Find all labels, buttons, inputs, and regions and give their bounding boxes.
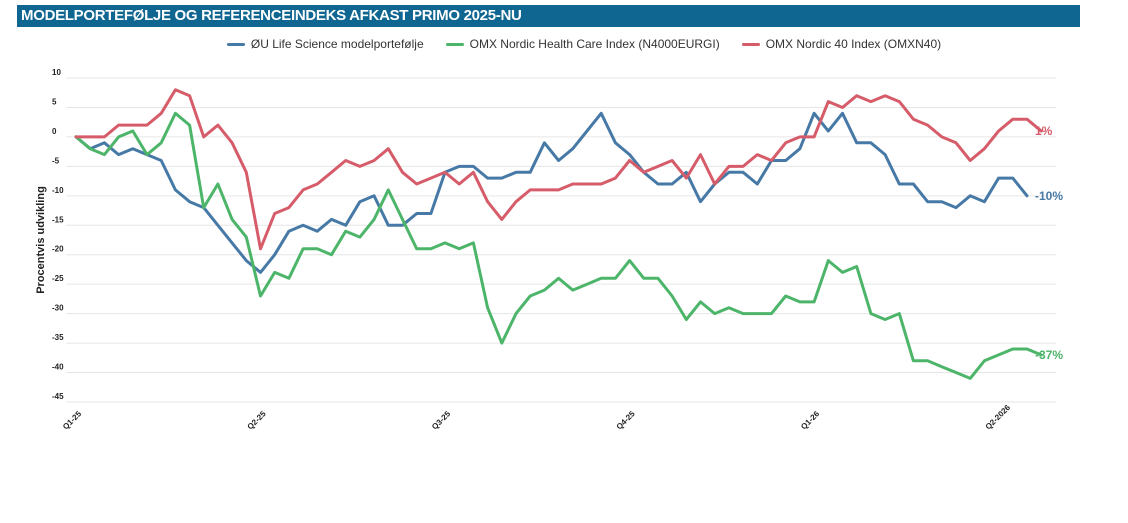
gridlines [66,77,1056,403]
x-tick-label: Q2-2026 [984,403,1013,432]
y-tick-label: 0 [52,127,57,136]
y-tick-label: -10 [52,186,64,195]
x-tick-label: Q1-26 [799,409,821,431]
y-tick-label: -25 [52,274,64,283]
series-end-label-2: 1% [1035,124,1053,138]
y-tick-label: -35 [52,333,64,342]
series-line-1 [74,111,1043,380]
chart-legend: ØU Life Science modelportefølje OMX Nord… [0,37,1128,51]
y-tick-label: -20 [52,245,64,254]
legend-item-omx40: OMX Nordic 40 Index (OMXN40) [741,37,942,51]
legend-swatch-health-care [445,42,464,46]
y-axis-label: Procentvis udvikling [35,186,47,294]
legend-swatch-modelportefolje [226,42,245,46]
y-tick-label: -30 [52,304,64,313]
end-labels: -10% -37% 1% [1035,124,1063,362]
x-axis: Q1-25 Q2-25 Q3-25 Q4-25 Q1-26 Q2-2026 [61,403,1012,432]
y-tick-label: -40 [52,363,64,372]
series-line-2 [74,88,1043,251]
x-tick-label: Q3-25 [430,409,452,431]
y-tick-label: 5 [52,97,57,106]
legend-label-omx40: OMX Nordic 40 Index (OMXN40) [765,37,942,51]
y-tick-label: -45 [52,392,64,401]
y-tick-label: -15 [52,215,64,224]
y-tick-label: -5 [52,156,60,165]
series-end-label-1: -37% [1035,348,1063,362]
legend-swatch-omx40 [741,42,760,46]
legend-label-health-care: OMX Nordic Health Care Index (N4000EURGI… [469,37,720,51]
legend-item-modelportefolje: ØU Life Science modelportefølje [226,37,424,51]
y-axis: 10 5 0 -5 -10 -15 -20 -25 -30 -35 -40 -45 [52,68,64,401]
series-lines [74,88,1043,380]
x-tick-label: Q4-25 [615,409,637,431]
series-line-0 [74,111,1029,274]
x-tick-label: Q2-25 [246,409,268,431]
series-end-label-0: -10% [1035,189,1063,203]
legend-label-modelportefolje: ØU Life Science modelportefølje [250,37,424,51]
x-tick-label: Q1-25 [61,409,83,431]
chart-title: MODELPORTEFØLJE OG REFERENCEINDEKS AFKAS… [17,5,1080,27]
legend-item-health-care: OMX Nordic Health Care Index (N4000EURGI… [445,37,720,51]
y-tick-label: 10 [52,68,61,77]
